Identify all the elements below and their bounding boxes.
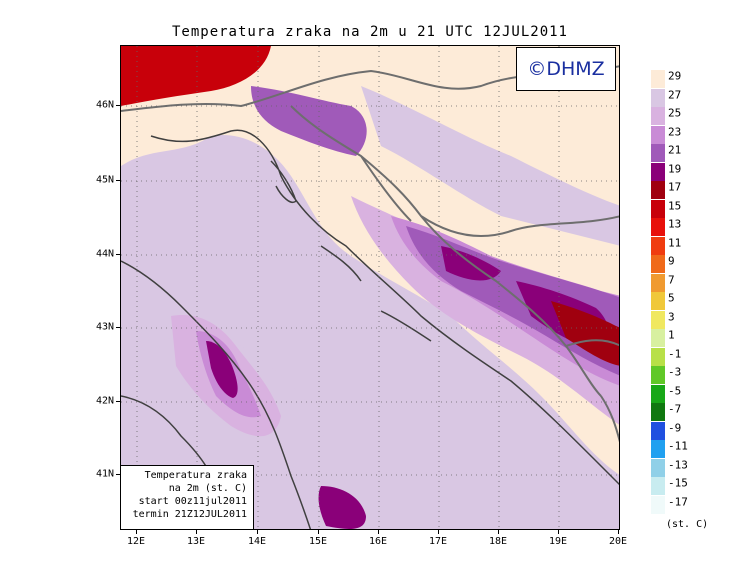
lon-tick <box>378 530 379 534</box>
legend-unit: (st. C) <box>666 519 709 530</box>
legend-swatch <box>651 403 665 421</box>
legend-swatch <box>651 310 665 329</box>
legend-swatch <box>651 329 665 347</box>
legend-label: 21 <box>668 143 682 157</box>
lon-label-16e: 16E <box>368 536 388 547</box>
legend-swatch <box>651 421 665 440</box>
legend-swatch <box>651 218 665 236</box>
south-maroon-spot <box>318 486 366 529</box>
legend-label: 9 <box>668 254 675 268</box>
country-boundaries <box>121 65 619 443</box>
lat-label-43n: 43N <box>95 321 114 333</box>
lon-tick <box>558 530 559 534</box>
dhmz-logo: ©DHMZ <box>516 47 616 91</box>
legend-swatch <box>651 144 665 162</box>
northwest-red-patch <box>121 46 271 106</box>
lon-label-17e: 17E <box>428 536 448 547</box>
legend-label: -15 <box>668 476 688 490</box>
legend-swatch <box>651 440 665 458</box>
legend-label: 19 <box>668 162 682 175</box>
info-line-variable: Temperatura zraka <box>144 470 247 481</box>
lon-tick <box>438 530 439 534</box>
legend-label: 27 <box>668 88 682 101</box>
lat-tick <box>116 254 120 255</box>
map-canvas <box>121 46 619 529</box>
legend-swatch <box>651 273 665 292</box>
lon-label-19e: 19E <box>548 536 568 547</box>
lat-tick <box>116 401 120 402</box>
lon-label-20e: 20E <box>608 536 628 547</box>
italy-maroon-core <box>206 341 238 398</box>
legend-label: 13 <box>668 217 682 231</box>
run-info-box: Temperatura zraka na 2m (st. C) start 00… <box>120 465 254 530</box>
lon-label-14e: 14E <box>247 536 267 547</box>
coastlines <box>121 129 619 529</box>
lon-tick <box>618 530 619 534</box>
legend-swatch <box>651 458 665 477</box>
lat-label-46n: 46N <box>95 99 114 111</box>
lat-label-42n: 42N <box>95 395 114 407</box>
lat-tick <box>116 474 120 475</box>
legend-label: -5 <box>668 384 682 397</box>
legend-label: 17 <box>668 180 682 194</box>
legend-label: 3 <box>668 310 675 323</box>
legend-label: -7 <box>668 402 682 416</box>
lon-label-18e: 18E <box>488 536 508 547</box>
lat-tick <box>116 180 120 181</box>
legend-label: 5 <box>668 291 675 305</box>
legend-swatch <box>651 347 665 366</box>
legend-label: 7 <box>668 273 675 286</box>
legend-label: 15 <box>668 199 682 212</box>
lon-tick <box>318 530 319 534</box>
legend-label: -1 <box>668 347 682 360</box>
temperature-map <box>120 45 620 530</box>
lon-tick <box>498 530 499 534</box>
dinaric-red-core <box>551 301 619 366</box>
lat-tick <box>116 105 120 106</box>
legend-swatch <box>651 162 665 181</box>
lon-tick <box>136 530 137 534</box>
legend-label: -3 <box>668 365 682 379</box>
legend-swatch <box>651 495 665 514</box>
info-line-valid: termin 21Z12JUL2011 <box>132 509 247 520</box>
legend-swatch <box>651 292 665 310</box>
legend-swatch <box>651 236 665 255</box>
lat-label-45n: 45N <box>95 174 114 186</box>
legend-swatch <box>651 384 665 403</box>
legend-label: 29 <box>668 69 682 83</box>
legend-label: 25 <box>668 106 682 120</box>
map-title: Temperatura zraka na 2m u 21 UTC 12JUL20… <box>171 24 568 40</box>
legend-swatch <box>651 70 665 88</box>
legend-label: -11 <box>668 439 688 453</box>
info-line-units: na 2m (st. C) <box>168 483 247 494</box>
legend-label: 11 <box>668 236 682 249</box>
legend-label: 23 <box>668 125 682 138</box>
legend-swatch <box>651 366 665 384</box>
legend-swatch <box>651 88 665 107</box>
lon-label-15e: 15E <box>308 536 328 547</box>
legend-swatch <box>651 125 665 144</box>
lat-tick <box>116 327 120 328</box>
lon-label-13e: 13E <box>186 536 206 547</box>
lon-label-12e: 12E <box>126 536 146 547</box>
graticule-grid <box>121 46 619 529</box>
legend-label: 1 <box>668 328 675 342</box>
info-line-start: start 00z11jul2011 <box>138 496 247 507</box>
legend-swatch <box>651 181 665 199</box>
lat-label-44n: 44N <box>95 248 114 260</box>
legend-label: -9 <box>668 421 682 434</box>
lon-tick <box>196 530 197 534</box>
legend-swatch <box>651 107 665 125</box>
legend-label: -17 <box>668 495 688 508</box>
legend-label: -13 <box>668 458 688 471</box>
legend-swatch <box>651 477 665 495</box>
lon-tick <box>257 530 258 534</box>
legend-swatch <box>651 199 665 218</box>
legend-swatch <box>651 255 665 273</box>
inland-cool-field <box>361 86 619 246</box>
lat-label-41n: 41N <box>95 468 114 480</box>
